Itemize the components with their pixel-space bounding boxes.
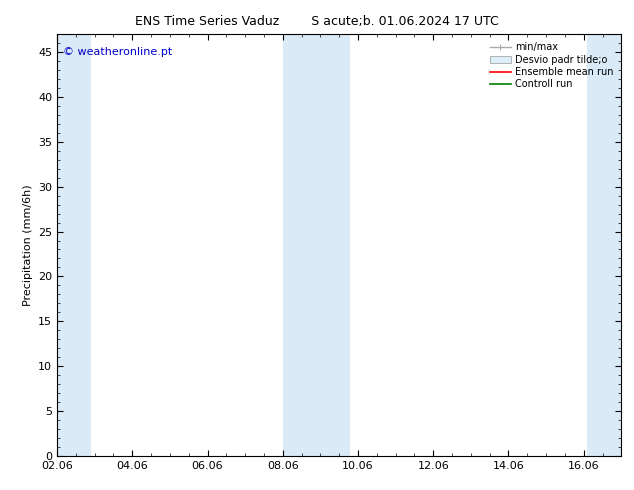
- Text: ENS Time Series Vaduz        S acute;b. 01.06.2024 17 UTC: ENS Time Series Vaduz S acute;b. 01.06.2…: [135, 15, 499, 28]
- Bar: [283, 34, 351, 456]
- Text: © weatheronline.pt: © weatheronline.pt: [63, 47, 172, 57]
- Bar: [588, 34, 621, 456]
- Y-axis label: Precipitation (mm/6h): Precipitation (mm/6h): [23, 184, 32, 306]
- Bar: [57, 34, 91, 456]
- Legend: min/max, Desvio padr tilde;o, Ensemble mean run, Controll run: min/max, Desvio padr tilde;o, Ensemble m…: [487, 39, 616, 92]
